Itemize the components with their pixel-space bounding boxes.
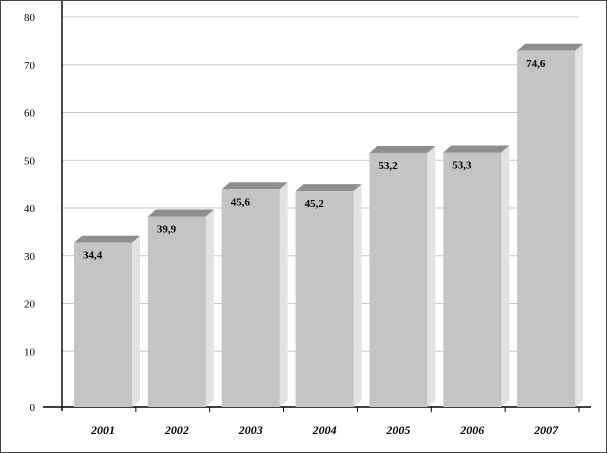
bar-2002 <box>147 209 214 407</box>
bar-2001 <box>74 235 140 407</box>
bar-side <box>501 145 510 407</box>
x-tick-label-2002: 2002 <box>164 423 189 437</box>
bar-front <box>147 216 206 407</box>
data-label-2004: 45,2 <box>305 198 325 210</box>
x-tick-label-2007: 2007 <box>533 423 559 437</box>
bar-2003 <box>221 182 288 407</box>
data-label-2005: 53,2 <box>378 160 398 172</box>
x-tick-label-2004: 2004 <box>312 423 337 437</box>
bar-top <box>295 184 362 192</box>
bars <box>74 43 584 407</box>
data-label-2007: 74,6 <box>526 58 546 70</box>
data-label-2006: 53,3 <box>452 159 472 171</box>
bar-front <box>221 189 280 407</box>
labels: 0 10 20 30 40 50 60 70 80 34,4 2001 39,9 2002 45,6 200… <box>24 12 559 437</box>
y-tick-label: 0 <box>30 402 36 414</box>
y-tick-label: 40 <box>24 203 36 215</box>
y-tick-label: 50 <box>24 155 36 167</box>
y-tick-label: 60 <box>24 108 36 120</box>
bar-side <box>427 145 436 407</box>
bar-top <box>147 209 214 217</box>
x-tick-label-2006: 2006 <box>459 423 484 437</box>
bar-front <box>517 50 576 407</box>
bar-top <box>517 43 584 51</box>
y-tick-label: 20 <box>24 299 36 311</box>
bar-top <box>443 145 510 153</box>
bar-top <box>221 182 288 190</box>
bar-side <box>575 43 584 407</box>
bar-2004 <box>295 184 362 407</box>
y-tick-label: 30 <box>24 251 36 263</box>
bar-side <box>279 182 288 407</box>
bar-2005 <box>369 145 436 407</box>
bar-top <box>74 235 140 243</box>
bar-front <box>74 242 132 407</box>
x-tick-label-2001: 2001 <box>90 423 115 437</box>
bar-2006 <box>443 145 510 407</box>
bar-side <box>132 235 140 407</box>
bar-side <box>353 184 362 407</box>
bar-front <box>369 152 428 407</box>
y-tick-label: 80 <box>24 12 36 24</box>
x-tick-label-2005: 2005 <box>385 423 410 437</box>
y-tick-label: 10 <box>24 346 36 358</box>
bar-2007 <box>517 43 584 407</box>
bar-side <box>205 209 214 407</box>
bar-top <box>369 145 436 153</box>
data-label-2003: 45,6 <box>231 196 251 208</box>
bar-front <box>295 191 354 407</box>
y-tick-label: 70 <box>24 60 36 72</box>
bar-front <box>443 152 502 407</box>
data-label-2001: 34,4 <box>83 250 103 262</box>
data-label-2002: 39,9 <box>157 223 177 235</box>
x-tick-label-2003: 2003 <box>238 423 263 437</box>
